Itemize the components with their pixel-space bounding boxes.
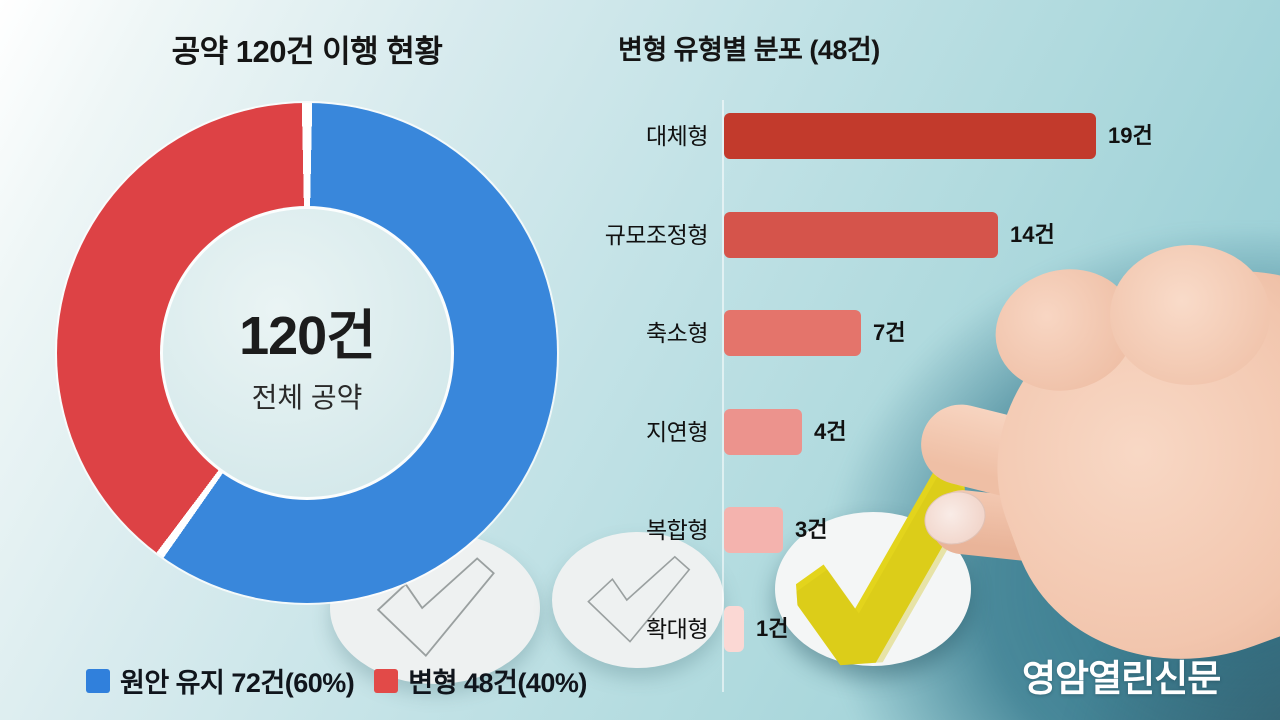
bar bbox=[724, 507, 783, 553]
donut-center-value: 120건 bbox=[239, 305, 376, 366]
bar-value-label: 3건 bbox=[795, 517, 828, 542]
bar-value-label: 4건 bbox=[814, 419, 847, 444]
legend-label: 원안 유지 72건(60%) bbox=[120, 668, 355, 698]
bar-category-label: 대체형 bbox=[646, 123, 708, 149]
legend-label: 변형 48건(40%) bbox=[408, 668, 587, 698]
bar-category-label: 축소형 bbox=[646, 320, 708, 346]
bar bbox=[724, 310, 861, 356]
bar-value-label: 1건 bbox=[756, 616, 789, 641]
bar-category-label: 복합형 bbox=[646, 517, 708, 543]
hand-photo bbox=[900, 219, 1280, 711]
legend-swatch-blue bbox=[86, 668, 110, 693]
bar-category-label: 지연형 bbox=[646, 419, 708, 445]
checkmark-outline-icon bbox=[376, 557, 495, 658]
legend-item-modified: 변형 48건(40%) bbox=[374, 661, 587, 700]
checkmark-outline-icon bbox=[587, 555, 691, 643]
bar-value-label: 14건 bbox=[1010, 222, 1055, 247]
yellow-checkmark-icon bbox=[788, 469, 977, 668]
bar-row: 확대형 1건 bbox=[0, 606, 1280, 652]
donut-chart-title: 공약 120건 이행 현황 bbox=[171, 34, 443, 69]
bar-row: 대체형 19건 bbox=[0, 113, 1280, 159]
bar-chart: 대체형 19건 규모조정형 14건 축소형 7건 지연형 4건 복합형 3건 확… bbox=[0, 113, 1280, 673]
bar-category-label: 규모조정형 bbox=[604, 222, 709, 248]
bar-row: 축소형 7건 bbox=[0, 310, 1280, 356]
donut-chart: 120건 전체 공약 bbox=[57, 103, 557, 603]
bar-chart-title: 변형 유형별 분포 (48건) bbox=[618, 35, 880, 65]
donut-legend: 원안 유지 72건(60%) 변형 48건(40%) bbox=[86, 661, 587, 700]
white-oval-sticker bbox=[552, 532, 724, 668]
hand-knuckle bbox=[1110, 245, 1270, 385]
bar bbox=[724, 409, 802, 455]
bar-chart-axis bbox=[722, 100, 724, 692]
legend-swatch-red bbox=[374, 668, 399, 693]
bar-row: 규모조정형 14건 bbox=[0, 212, 1280, 258]
bar-category-label: 확대형 bbox=[646, 616, 708, 642]
bar-row: 지연형 4건 bbox=[0, 409, 1280, 455]
bar-value-label: 19건 bbox=[1108, 123, 1153, 148]
bar bbox=[724, 212, 998, 258]
bar-value-label: 7건 bbox=[873, 320, 906, 345]
donut-center: 120건 전체 공약 bbox=[160, 206, 454, 500]
donut-center-label: 전체 공약 bbox=[251, 381, 363, 413]
newspaper-logo: 영암열린신문 bbox=[1022, 658, 1221, 699]
bar-row: 복합형 3건 bbox=[0, 507, 1280, 553]
bar bbox=[724, 606, 744, 652]
legend-item-original: 원안 유지 72건(60%) bbox=[86, 661, 355, 700]
bar bbox=[724, 113, 1096, 159]
